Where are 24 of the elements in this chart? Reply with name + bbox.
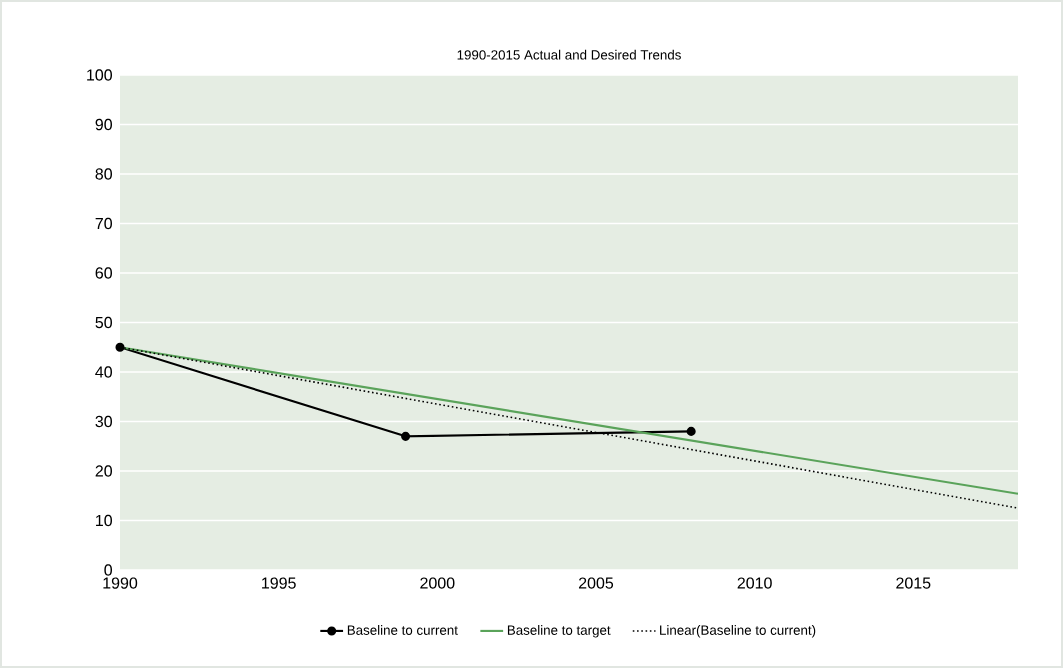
y-tick-label: 100	[87, 69, 112, 81]
point	[115, 342, 125, 352]
chart-title: 1990-2015 Actual and Desired Trends	[457, 49, 681, 60]
legend-label: Baseline to current	[347, 625, 458, 635]
x-tick-label: 2005	[578, 577, 614, 589]
legend-label: Baseline to target	[507, 625, 611, 638]
y-tick-label: 20	[95, 465, 113, 477]
x-tick-label: 2015	[896, 577, 931, 589]
x-tick-label: 1990	[103, 577, 138, 589]
y-tick-label: 70	[95, 217, 113, 230]
y-tick-label: 60	[95, 267, 113, 279]
legend-label: Linear(Baseline to current)	[660, 625, 816, 638]
x-tick-label: 1995	[262, 577, 296, 589]
y-tick-label: 80	[95, 168, 113, 180]
y-tick-label: 10	[96, 514, 113, 527]
y-tick-label: 90	[95, 118, 113, 131]
point	[401, 431, 411, 441]
point	[686, 426, 696, 436]
y-tick-label: 30	[95, 415, 113, 428]
y-tick-label: 40	[95, 366, 113, 378]
y-tick-label: 0	[104, 564, 113, 576]
y-tick-label: 50	[95, 316, 113, 329]
x-tick-label: 2000	[420, 577, 455, 589]
x-tick-label: 2010	[737, 577, 772, 589]
